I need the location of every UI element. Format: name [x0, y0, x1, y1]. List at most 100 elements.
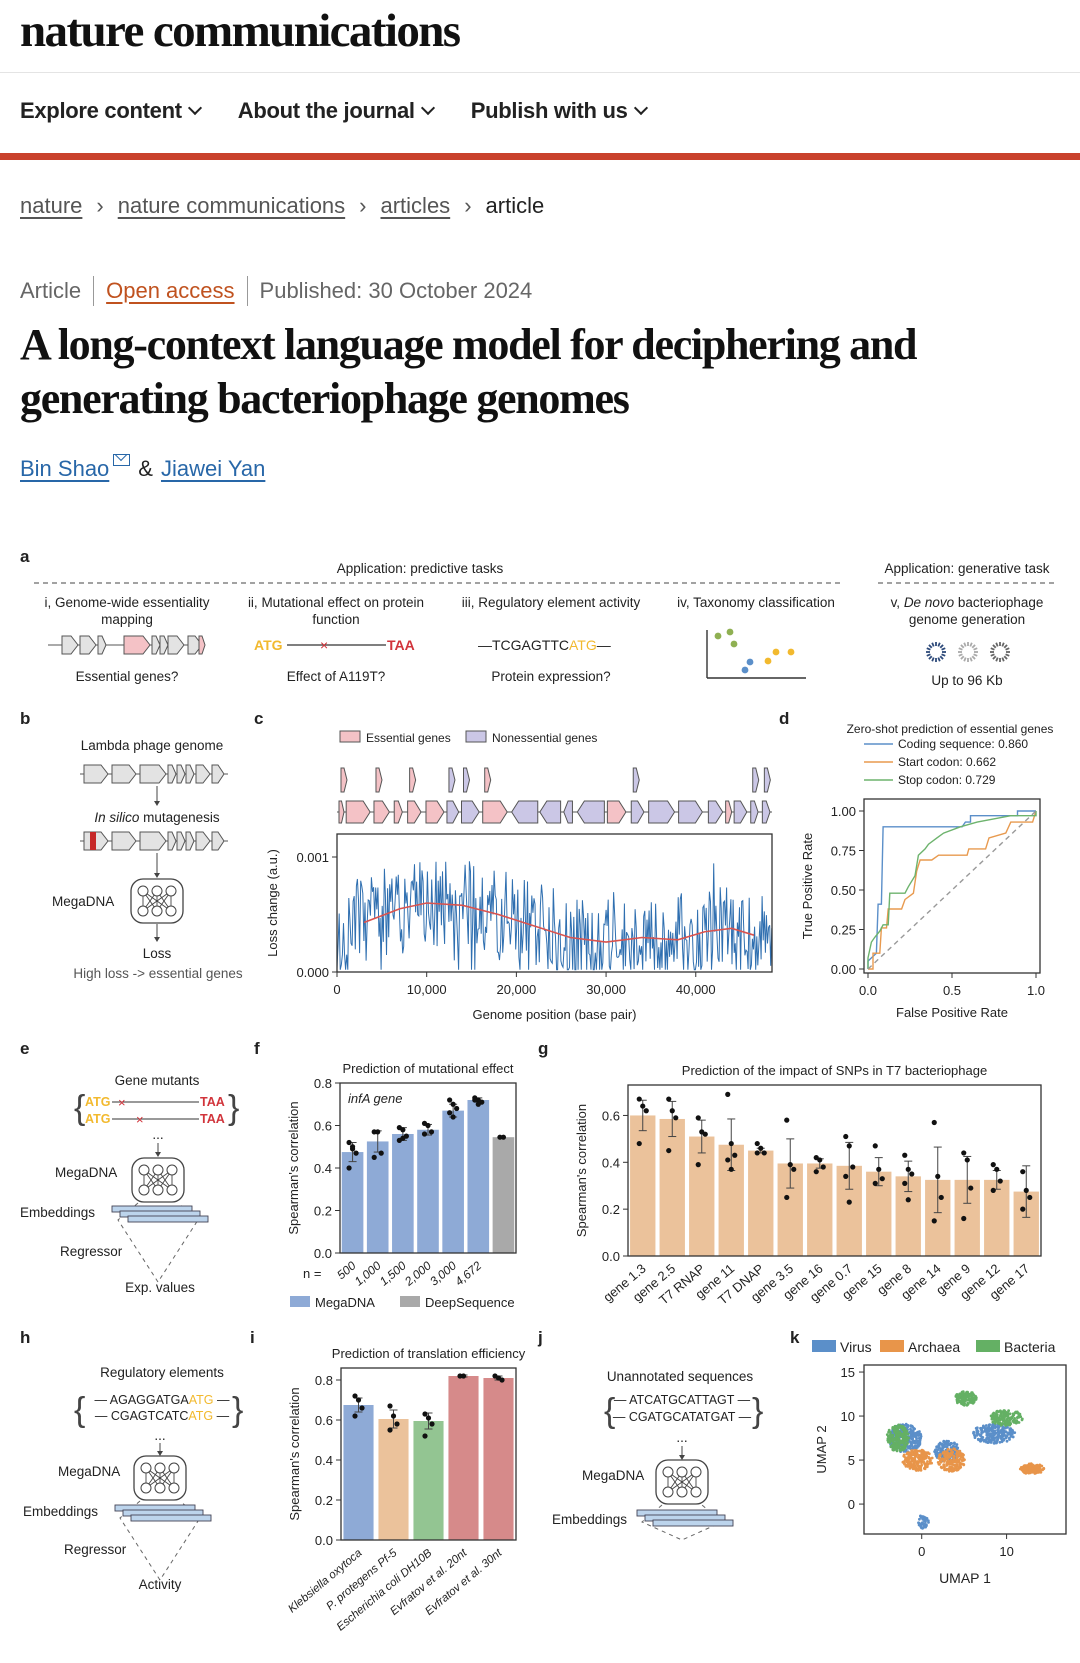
data-point	[813, 1169, 819, 1175]
data-point	[643, 1108, 649, 1114]
umap-point	[950, 1442, 954, 1445]
data-point	[1020, 1206, 1026, 1212]
umap-point	[1038, 1463, 1042, 1467]
y-tick-label: 5	[848, 1453, 855, 1468]
umap-point	[965, 1403, 969, 1407]
umap-point	[926, 1460, 929, 1463]
plot-frame	[863, 1364, 1067, 1535]
panel-label-k: k	[790, 1328, 800, 1347]
umap-point	[945, 1460, 949, 1464]
data-point	[450, 1101, 456, 1107]
data-point	[666, 1147, 672, 1154]
umap-point	[902, 1445, 906, 1448]
umap-point	[1007, 1416, 1011, 1420]
breadcrumb-articles[interactable]: articles	[380, 193, 451, 218]
breadcrumb-nature[interactable]: nature	[20, 193, 83, 218]
data-point	[500, 1134, 507, 1140]
task-title: i, Genome-wide essentiality	[44, 595, 209, 610]
umap-point	[961, 1459, 965, 1462]
data-point	[636, 1096, 642, 1102]
umap-point	[920, 1461, 923, 1465]
legend-label: Coding sequence: 0.860	[898, 737, 1028, 751]
x-tick-label: 20,000	[496, 982, 536, 997]
umap-point	[956, 1454, 959, 1457]
circular-genome-icon	[1003, 655, 1008, 660]
model-label: MegaDNA	[58, 1464, 120, 1479]
umap-point	[1013, 1431, 1017, 1434]
x-tick-label: 0.0	[859, 983, 877, 998]
breadcrumb-nature-communications[interactable]: nature communications	[117, 193, 346, 218]
author-link[interactable]: Jiawei Yan	[160, 456, 266, 481]
umap-point	[924, 1465, 927, 1469]
umap-point	[941, 1444, 944, 1447]
umap-point	[944, 1455, 948, 1458]
nonessential-gene	[630, 800, 645, 824]
taxonomy-point	[741, 666, 749, 674]
mail-icon[interactable]	[113, 454, 131, 466]
umap-point	[941, 1451, 945, 1455]
network-node	[676, 1486, 688, 1498]
author-link[interactable]: Bin Shao	[20, 456, 110, 481]
umap-point	[937, 1462, 941, 1466]
umap-point	[937, 1443, 941, 1446]
legend-swatch	[812, 1340, 836, 1352]
umap-point	[952, 1444, 955, 1448]
circular-genome-icon	[931, 642, 935, 647]
chevron-right-icon: ›	[96, 193, 104, 218]
umap-point	[943, 1452, 947, 1456]
chance-diagonal	[867, 810, 1037, 970]
panel-label-c: c	[254, 709, 263, 728]
umap-point	[913, 1460, 917, 1464]
umap-point	[1007, 1409, 1010, 1413]
umap-point	[904, 1458, 907, 1462]
umap-point	[1015, 1419, 1018, 1423]
stop-codon: TAA	[200, 1112, 225, 1126]
model-label: MegaDNA	[55, 1165, 117, 1180]
circular-genome-icon	[990, 647, 995, 651]
umap-point	[922, 1522, 926, 1526]
task-title: iii, Regulatory element activity	[462, 595, 641, 610]
nav-about-journal[interactable]: About the journal	[238, 98, 435, 124]
bar	[467, 1100, 490, 1253]
data-point	[475, 1101, 481, 1107]
circular-genome-icon	[1001, 642, 1005, 647]
circular-genome-icon	[969, 642, 973, 647]
data-point	[346, 1165, 352, 1171]
accent-bar	[0, 153, 1080, 160]
umap-point	[889, 1438, 892, 1442]
umap-point	[946, 1447, 950, 1451]
task-question: Up to 96 Kb	[931, 673, 1002, 688]
nonessential-gene	[632, 767, 640, 793]
umap-point	[920, 1458, 924, 1462]
data-point	[820, 1164, 826, 1170]
essential-gene	[407, 800, 422, 824]
ellipsis: ...	[676, 1430, 687, 1445]
umap-point	[968, 1398, 972, 1402]
nonessential-gene	[678, 800, 703, 824]
taxonomy-point	[730, 640, 738, 648]
umap-point	[909, 1435, 913, 1439]
umap-point	[958, 1394, 962, 1398]
umap-point	[892, 1427, 896, 1431]
network-node	[138, 1184, 150, 1196]
umap-point	[979, 1438, 983, 1442]
umap-point	[976, 1437, 980, 1441]
umap-point	[959, 1457, 962, 1461]
nav-explore-content[interactable]: Explore content	[20, 98, 202, 124]
article-title: A long-context language model for deciph…	[20, 318, 917, 426]
data-point	[935, 1173, 941, 1179]
nav-publish-with-us[interactable]: Publish with us	[471, 98, 648, 124]
essential-gene	[484, 767, 492, 793]
umap-point	[991, 1420, 995, 1424]
task-title: iv, Taxonomy classification	[677, 595, 835, 610]
open-access-link[interactable]: Open access	[106, 278, 235, 303]
umap-point	[901, 1438, 905, 1441]
umap-point	[1009, 1435, 1013, 1438]
data-point	[450, 1114, 456, 1120]
umap-point	[906, 1465, 910, 1468]
journal-logo[interactable]: nature communications	[20, 5, 461, 57]
network-node	[165, 905, 177, 917]
umap-point	[1004, 1410, 1008, 1414]
umap-point	[1002, 1437, 1006, 1441]
panel-label-h: h	[20, 1328, 30, 1347]
